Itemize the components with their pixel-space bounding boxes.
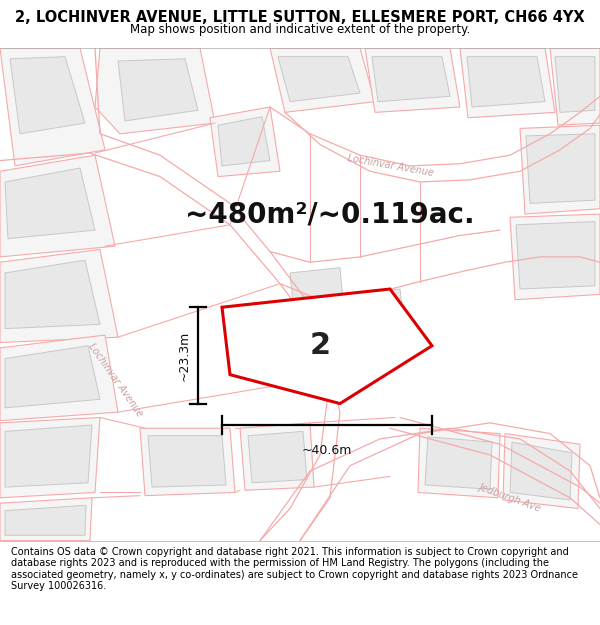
Polygon shape bbox=[5, 260, 100, 329]
Polygon shape bbox=[5, 425, 92, 487]
Polygon shape bbox=[526, 134, 595, 203]
Polygon shape bbox=[550, 48, 600, 125]
Polygon shape bbox=[210, 107, 280, 177]
Polygon shape bbox=[0, 498, 92, 541]
Text: Lochinvar Avenue: Lochinvar Avenue bbox=[346, 153, 434, 178]
Text: 2: 2 bbox=[310, 331, 331, 360]
Polygon shape bbox=[240, 423, 314, 490]
Text: Lochinvar Avenue: Lochinvar Avenue bbox=[86, 341, 144, 419]
Text: Map shows position and indicative extent of the property.: Map shows position and indicative extent… bbox=[130, 23, 470, 36]
Polygon shape bbox=[95, 48, 215, 134]
Polygon shape bbox=[278, 57, 360, 102]
Polygon shape bbox=[372, 57, 450, 102]
Polygon shape bbox=[290, 268, 345, 324]
Polygon shape bbox=[510, 442, 572, 500]
Polygon shape bbox=[0, 249, 118, 342]
Text: ~40.6m: ~40.6m bbox=[302, 444, 352, 458]
Polygon shape bbox=[365, 48, 460, 112]
Text: ~480m²/~0.119ac.: ~480m²/~0.119ac. bbox=[185, 200, 475, 228]
Polygon shape bbox=[555, 57, 595, 112]
Text: ~23.3m: ~23.3m bbox=[178, 330, 191, 381]
Polygon shape bbox=[5, 168, 95, 239]
Polygon shape bbox=[222, 289, 432, 404]
Polygon shape bbox=[418, 428, 500, 498]
Polygon shape bbox=[0, 418, 100, 498]
Polygon shape bbox=[118, 59, 198, 121]
Polygon shape bbox=[218, 117, 270, 166]
Polygon shape bbox=[270, 48, 375, 112]
Text: Contains OS data © Crown copyright and database right 2021. This information is : Contains OS data © Crown copyright and d… bbox=[11, 546, 578, 591]
Polygon shape bbox=[0, 48, 105, 166]
Polygon shape bbox=[140, 428, 235, 496]
Polygon shape bbox=[10, 57, 85, 134]
Polygon shape bbox=[510, 214, 600, 300]
Polygon shape bbox=[5, 346, 100, 408]
Text: Jedburgh Ave: Jedburgh Ave bbox=[478, 482, 542, 514]
Polygon shape bbox=[350, 289, 405, 338]
Polygon shape bbox=[425, 437, 492, 489]
Polygon shape bbox=[460, 48, 555, 118]
Polygon shape bbox=[0, 155, 115, 257]
Polygon shape bbox=[148, 436, 226, 487]
Polygon shape bbox=[5, 505, 86, 535]
Polygon shape bbox=[0, 335, 118, 421]
Polygon shape bbox=[248, 431, 307, 482]
Polygon shape bbox=[516, 222, 595, 289]
Polygon shape bbox=[520, 125, 600, 214]
Text: 2, LOCHINVER AVENUE, LITTLE SUTTON, ELLESMERE PORT, CH66 4YX: 2, LOCHINVER AVENUE, LITTLE SUTTON, ELLE… bbox=[15, 9, 585, 24]
Polygon shape bbox=[467, 57, 545, 107]
Polygon shape bbox=[503, 434, 580, 509]
